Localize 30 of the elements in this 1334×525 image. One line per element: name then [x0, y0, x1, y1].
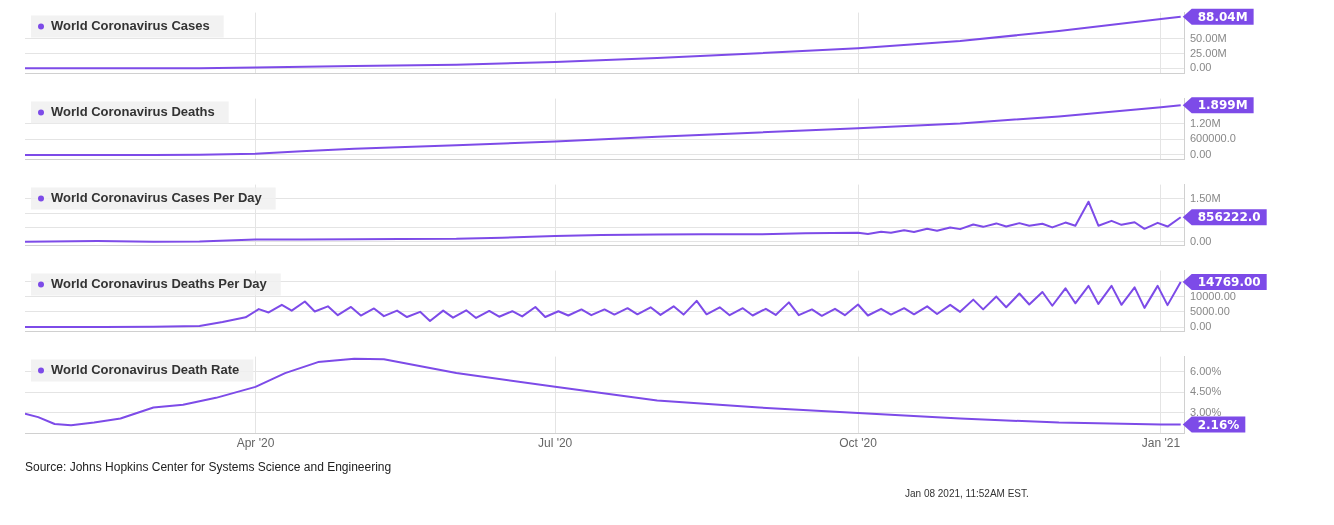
y-tick-label: 10000.00	[1190, 289, 1236, 302]
annotation: 856222.0	[1197, 210, 1261, 225]
annotation: 2.16%	[1197, 417, 1240, 432]
y-tick-label: 50.00M	[1190, 31, 1227, 44]
source-note: Source: Johns Hopkins Center for Systems Science and Engineering	[25, 460, 392, 474]
x-tick-label: Jul '20	[537, 436, 573, 451]
x-tick-label: Oct '20	[839, 436, 878, 451]
y-tick-label: 600000.0	[1190, 132, 1236, 145]
y-tick-label: 0.00	[1190, 61, 1212, 74]
legend-label: World Coronavirus Deaths	[51, 104, 215, 120]
legend-label: World Coronavirus Cases Per Day	[51, 190, 263, 206]
x-tick-label: Jan '21	[1141, 436, 1181, 451]
y-tick-label: 4.50%	[1190, 385, 1222, 398]
y-tick-label: 1.50M	[1190, 191, 1221, 204]
y-tick-label: 1.20M	[1190, 116, 1221, 129]
annotation: 14769.00	[1197, 275, 1261, 290]
y-tick-label: 25.00M	[1190, 46, 1227, 59]
y-tick-label: 3.00%	[1190, 406, 1222, 419]
x-tick-label: Apr '20	[236, 436, 275, 451]
legend-label: World Coronavirus Deaths Per Day	[51, 276, 268, 292]
y-tick-label: 0.00	[1190, 234, 1212, 247]
annotation: 1.899M	[1197, 98, 1248, 113]
legend-label: World Coronavirus Cases	[51, 18, 210, 34]
y-tick-label: 5000.00	[1190, 304, 1230, 317]
text: Jan 08 2021, 11:52AM EST.	[905, 488, 1029, 499]
legend-label: World Coronavirus Death Rate	[51, 362, 240, 378]
y-tick-label: 6.00%	[1190, 364, 1222, 377]
y-tick-label: 0.00	[1190, 147, 1212, 160]
annotation: 88.04M	[1197, 9, 1248, 24]
y-tick-label: 0.00	[1190, 320, 1212, 333]
